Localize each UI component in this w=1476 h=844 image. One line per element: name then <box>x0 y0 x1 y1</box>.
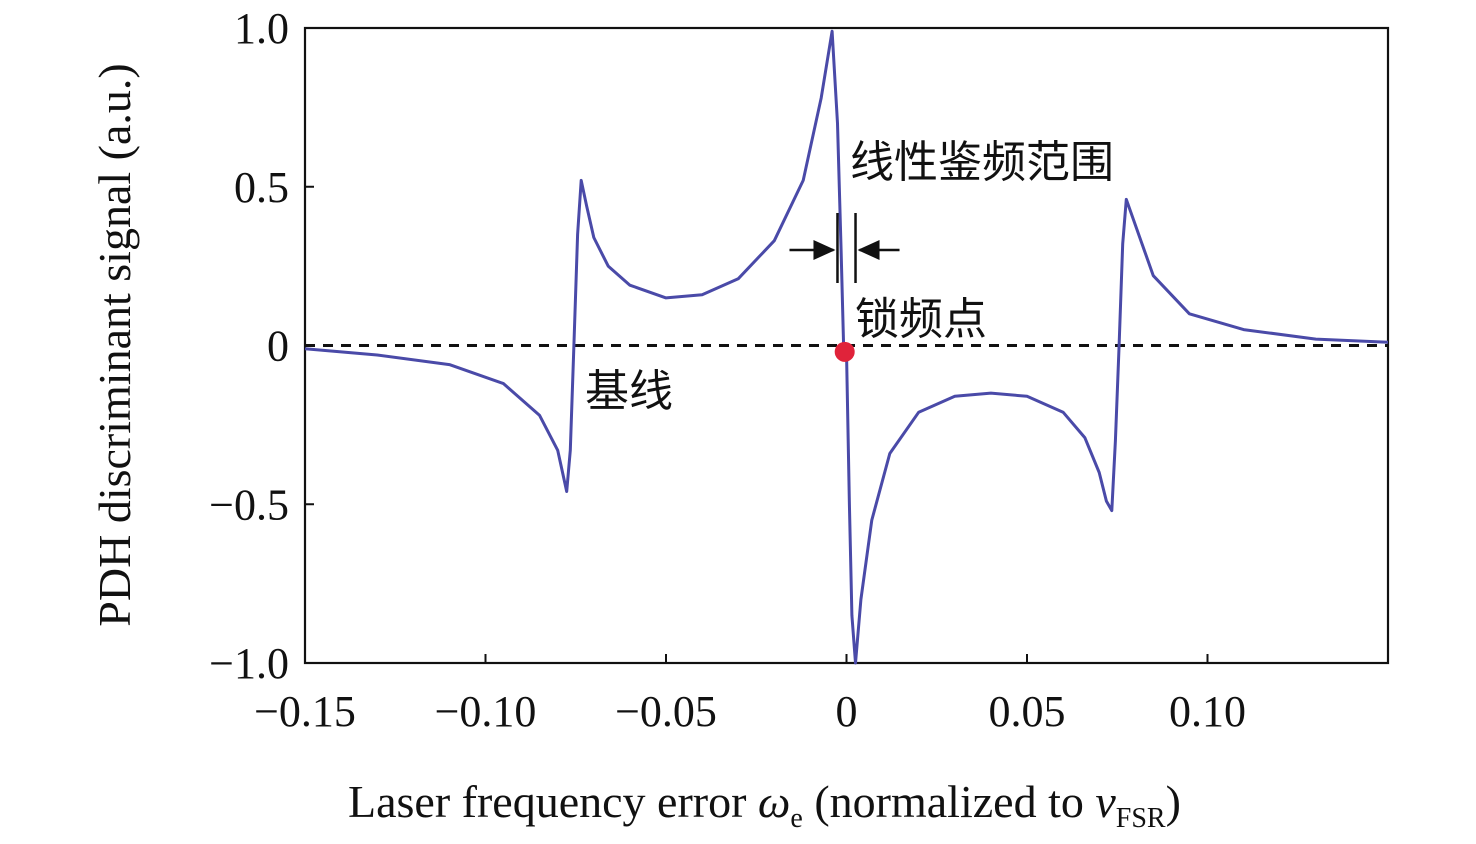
lock-point-marker <box>834 341 855 362</box>
x-axis-title-nu: ν <box>1095 776 1116 827</box>
linear-range-right-arrowhead <box>857 240 880 260</box>
x-tick-label: −0.05 <box>615 687 717 736</box>
x-axis-title-main: Laser frequency error <box>348 776 758 827</box>
x-tick-label: −0.10 <box>435 687 537 736</box>
x-tick-label: 0 <box>836 687 858 736</box>
x-axis-title: Laser frequency error ωe (normalized to … <box>348 776 1181 834</box>
linear-range-left-arrowhead <box>813 240 836 260</box>
y-tick-label: 0.5 <box>234 163 289 212</box>
x-axis-title-paren-close: ) <box>1166 776 1181 827</box>
x-axis-ticks: −0.15 −0.10 −0.05 0 0.05 0.10 <box>254 654 1246 736</box>
y-tick-label: 1.0 <box>234 4 289 53</box>
y-axis-title: PDH discriminant signal (a.u.) <box>89 63 140 626</box>
y-tick-label: 0 <box>267 322 289 371</box>
x-axis-title-omega-sub: e <box>790 803 802 834</box>
linear-range-label: 线性鉴频范围 <box>850 137 1114 188</box>
x-tick-label: 0.10 <box>1169 687 1246 736</box>
x-tick-label: −0.15 <box>254 687 356 736</box>
baseline-label: 基线 <box>585 366 673 417</box>
x-axis-title-nu-sub: FSR <box>1116 803 1166 834</box>
x-axis-title-omega: ω <box>758 776 790 827</box>
x-tick-label: 0.05 <box>989 687 1066 736</box>
y-axis-ticks: −1.0 −0.5 0 0.5 1.0 <box>209 4 314 688</box>
linear-range-marker <box>789 213 900 283</box>
lock-point-label: 锁频点 <box>855 294 987 345</box>
y-tick-label: −0.5 <box>209 480 289 529</box>
x-axis-title-paren-open: (normalized to <box>803 776 1096 827</box>
y-tick-label: −1.0 <box>209 639 289 688</box>
